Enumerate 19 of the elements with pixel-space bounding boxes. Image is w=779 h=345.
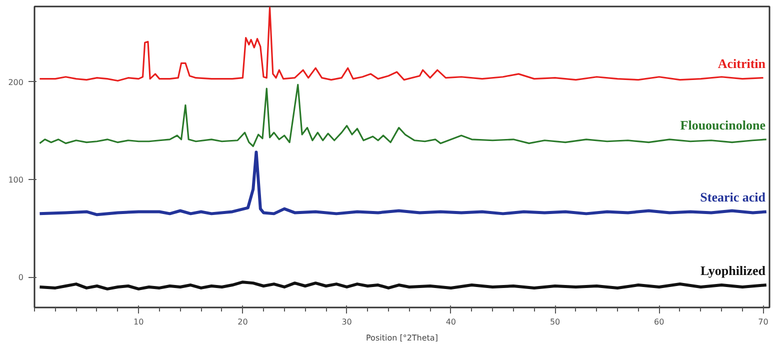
y-tick-label: 100 — [8, 175, 24, 184]
x-tick-label: 30 — [342, 318, 352, 326]
line-series — [38, 150, 768, 216]
line-series — [38, 84, 768, 148]
series-label: Stearic acid — [700, 190, 766, 205]
x-axis-title: Position [°2Theta] — [366, 334, 438, 342]
x-tick-label: 20 — [238, 318, 248, 326]
x-tick-label: 10 — [134, 318, 144, 326]
series-label: Flououcinolone — [680, 117, 766, 132]
x-tick-label: 40 — [446, 318, 456, 326]
x-tick-label: 70 — [758, 318, 768, 326]
line-series — [38, 6, 764, 82]
x-tick-label: 50 — [550, 318, 560, 326]
y-tick-label: 0 — [18, 273, 24, 282]
series-label: Lyophilized — [700, 263, 766, 278]
line-series — [38, 280, 768, 290]
y-tick-label: 200 — [8, 78, 24, 87]
series-label: Acitritin — [718, 56, 766, 71]
x-tick-label: 60 — [654, 318, 664, 326]
